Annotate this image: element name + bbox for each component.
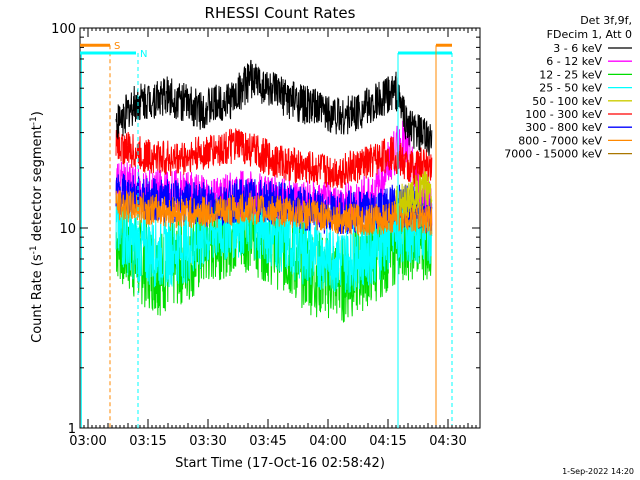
chart-title: RHESSI Count Rates — [205, 4, 356, 22]
series-line — [115, 59, 433, 156]
legend-label: 12 - 25 keV — [539, 68, 602, 81]
y-axis-label-close: ) — [30, 111, 45, 116]
x-tick-label: 03:30 — [189, 434, 226, 449]
y-axis-label-sup-2: -1 — [29, 116, 39, 125]
legend-label: 100 - 300 keV — [525, 108, 602, 121]
state-label: N — [140, 49, 147, 60]
x-tick-label: 04:15 — [369, 434, 406, 449]
x-axis-label: Start Time (17-Oct-16 02:58:42) — [175, 456, 385, 471]
y-tick-label: 10 — [59, 222, 76, 237]
series-line — [115, 190, 433, 236]
x-tick-label: 04:30 — [429, 434, 466, 449]
x-tick-label: 03:45 — [249, 434, 286, 449]
legend-label: 800 - 7000 keV — [518, 134, 602, 147]
legend-label: 300 - 800 keV — [525, 121, 602, 134]
legend-label: 25 - 50 keV — [539, 82, 602, 95]
legend-label: 50 - 100 keV — [532, 95, 602, 108]
date-stamp: 1-Sep-2022 14:20 — [562, 467, 634, 476]
attenuator-markers: SN — [80, 41, 453, 428]
legend-label: 7000 - 15000 keV — [504, 148, 602, 161]
y-axis-label-mid: detector segment — [30, 125, 45, 245]
series-group — [115, 59, 433, 323]
x-axis-ticks: 03:00 03:15 03:30 03:45 04:00 04:15 04:30 — [69, 28, 481, 449]
legend-header-detectors: Det 3f,9f, — [580, 14, 632, 27]
legend-header-decimation: FDecim 1, Att 0 — [547, 28, 632, 41]
x-tick-label: 04:00 — [309, 434, 346, 449]
legend-label: 3 - 6 keV — [553, 42, 602, 55]
state-label: S — [114, 41, 120, 52]
series-line — [395, 171, 433, 223]
series-line — [115, 128, 433, 189]
x-tick-label: 03:00 — [69, 434, 106, 449]
legend-label: 6 - 12 keV — [546, 55, 602, 68]
y-tick-label: 100 — [51, 22, 76, 37]
y-axis-label: Count Rate (s-1 detector segment-1) — [29, 111, 45, 343]
x-tick-label: 03:15 — [129, 434, 166, 449]
y-axis-ticks: 1 10 100 — [51, 22, 480, 437]
y-axis-label-main: Count Rate (s — [30, 254, 45, 343]
y-axis-label-sup-1: -1 — [29, 245, 39, 254]
y-tick-label: 1 — [68, 422, 76, 437]
